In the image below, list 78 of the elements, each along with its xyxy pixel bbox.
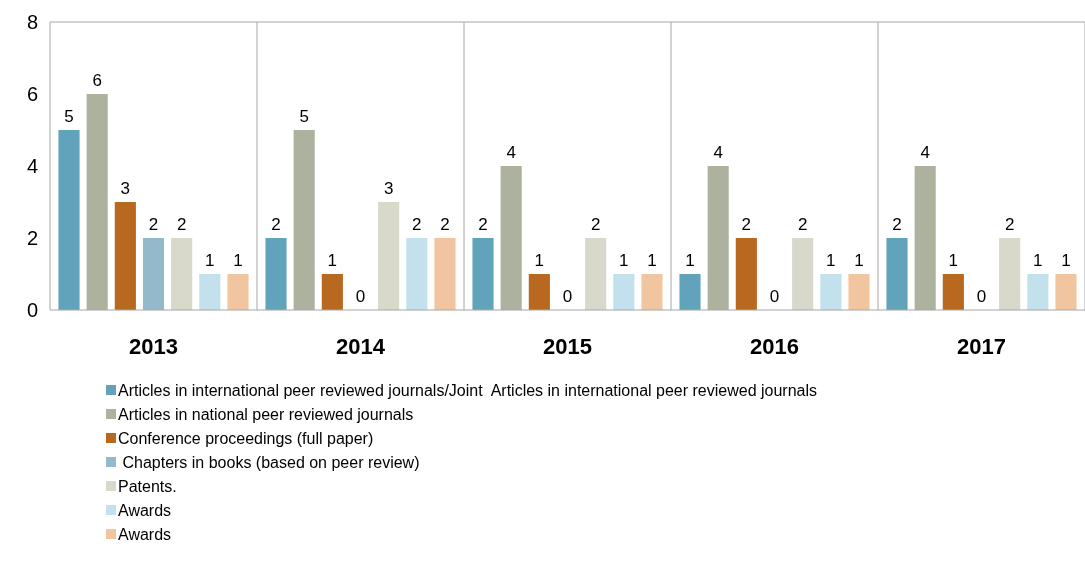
y-tick-label: 0 xyxy=(26,299,38,321)
data-label: 0 xyxy=(562,287,573,306)
legend-label: Awards xyxy=(118,501,172,519)
bar xyxy=(227,274,249,310)
legend-label: Awards xyxy=(118,525,172,543)
data-label: 2 xyxy=(478,215,488,234)
data-label: 3 xyxy=(383,179,394,198)
data-label: 5 xyxy=(64,107,74,126)
data-label: 2 xyxy=(412,215,422,234)
data-label: 2 xyxy=(741,215,752,234)
bar xyxy=(406,238,428,310)
bar xyxy=(58,130,80,310)
data-label: 1 xyxy=(854,251,864,270)
bar xyxy=(641,274,663,310)
bar xyxy=(848,274,870,310)
y-tick-label: 2 xyxy=(26,227,38,249)
data-label: 1 xyxy=(534,251,545,270)
data-label: 2 xyxy=(176,215,187,234)
bar xyxy=(1055,274,1077,310)
bar xyxy=(820,274,842,310)
data-label: 1 xyxy=(685,251,695,270)
bar xyxy=(378,202,400,310)
data-label: 1 xyxy=(327,251,338,270)
bar xyxy=(886,238,908,310)
data-label: 0 xyxy=(769,287,780,306)
data-label: 4 xyxy=(920,143,930,162)
data-label: 1 xyxy=(233,251,243,270)
bar xyxy=(434,238,456,310)
bar xyxy=(472,238,494,310)
legend-label: Conference proceedings (full paper) xyxy=(118,429,374,447)
legend-label: Patents. xyxy=(118,477,177,495)
data-label: 1 xyxy=(205,251,215,270)
data-label: 1 xyxy=(647,251,657,270)
data-label: 2 xyxy=(797,215,808,234)
legend-label: Articles in international peer reviewed journals/Joint Articles in international peer reviewed journals xyxy=(118,381,818,399)
data-label: 2 xyxy=(1004,215,1015,234)
bar xyxy=(1027,274,1049,310)
bar xyxy=(942,274,964,310)
data-label: 0 xyxy=(976,287,987,306)
x-tick-label: 2013 xyxy=(129,334,178,359)
data-label: 4 xyxy=(713,143,723,162)
bar xyxy=(792,238,814,310)
bar xyxy=(114,202,136,310)
bar xyxy=(999,238,1021,310)
bar xyxy=(679,274,701,310)
x-tick-label: 2017 xyxy=(957,334,1006,359)
data-label: 2 xyxy=(271,215,281,234)
legend-label: Articles in national peer reviewed journals xyxy=(118,405,414,423)
data-label: 2 xyxy=(590,215,601,234)
bar xyxy=(585,238,607,310)
data-label: 2 xyxy=(892,215,902,234)
data-label: 1 xyxy=(1033,251,1043,270)
bar xyxy=(528,274,550,310)
legend-label: Chapters in books (based on peer review) xyxy=(118,453,420,471)
bar xyxy=(321,274,343,310)
data-label: 1 xyxy=(1061,251,1071,270)
data-label: 5 xyxy=(299,107,309,126)
data-label: 0 xyxy=(355,287,366,306)
data-label: 4 xyxy=(506,143,516,162)
bar xyxy=(735,238,757,310)
bar xyxy=(199,274,221,310)
data-label: 3 xyxy=(120,179,131,198)
bar xyxy=(613,274,635,310)
data-label: 2 xyxy=(440,215,450,234)
bar xyxy=(265,238,287,310)
y-tick-label: 4 xyxy=(26,155,38,177)
x-tick-label: 2014 xyxy=(336,334,386,359)
data-label: 2 xyxy=(148,215,159,234)
x-tick-label: 2015 xyxy=(543,334,592,359)
data-label: 1 xyxy=(826,251,836,270)
y-tick-label: 6 xyxy=(26,83,38,105)
data-label: 1 xyxy=(619,251,629,270)
data-label: 1 xyxy=(948,251,959,270)
y-tick-label: 8 xyxy=(26,11,38,33)
bar xyxy=(142,238,165,310)
data-label: 6 xyxy=(92,71,102,90)
x-tick-label: 2016 xyxy=(750,334,799,359)
bar xyxy=(171,238,193,310)
